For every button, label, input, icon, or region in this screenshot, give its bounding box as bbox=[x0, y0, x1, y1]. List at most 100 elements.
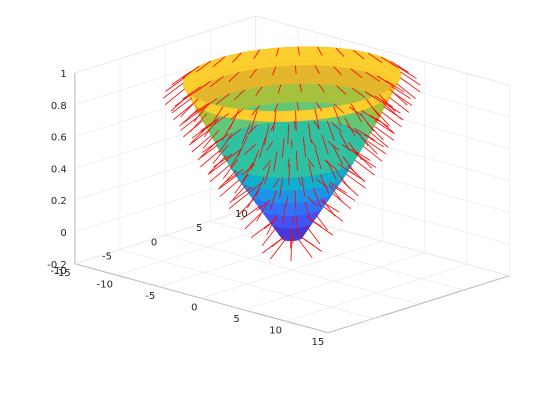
z-tick-label: 0 bbox=[60, 228, 66, 239]
surface-normal bbox=[294, 190, 297, 211]
y-tick-label: -5 bbox=[102, 252, 112, 263]
surface-normal bbox=[255, 86, 263, 96]
surface-normal bbox=[333, 66, 343, 76]
surface-normal bbox=[390, 85, 411, 99]
surface-normal bbox=[219, 179, 240, 197]
surface-normal bbox=[222, 159, 239, 179]
surface-normal bbox=[367, 52, 383, 63]
surface-normal bbox=[285, 196, 289, 206]
surface-normal bbox=[326, 120, 335, 141]
surface-normal bbox=[349, 106, 364, 117]
surface-normal bbox=[350, 68, 363, 79]
surface-normal bbox=[180, 98, 199, 118]
surface-normal bbox=[250, 150, 260, 171]
surface-normal bbox=[295, 150, 298, 171]
surface-normal bbox=[225, 148, 242, 161]
grid-line bbox=[74, 206, 256, 265]
surface-normal bbox=[269, 190, 277, 211]
surface-normal bbox=[244, 144, 256, 155]
surface-normal bbox=[365, 71, 381, 82]
surface-normal bbox=[362, 145, 383, 162]
surface-normal bbox=[298, 239, 313, 259]
surface-normal bbox=[170, 93, 190, 112]
grid-line bbox=[74, 174, 256, 233]
surface-normal bbox=[251, 105, 260, 116]
surface-normal bbox=[234, 173, 249, 194]
surface-normal bbox=[228, 71, 240, 83]
surface-normal bbox=[210, 106, 224, 127]
surface-normal bbox=[320, 200, 340, 213]
surface-normal bbox=[264, 164, 271, 185]
surface-normal bbox=[374, 120, 395, 134]
surface-normal bbox=[307, 158, 315, 168]
surface-normal bbox=[338, 131, 350, 151]
surface-normal bbox=[366, 98, 381, 118]
tick-labels: -0.200.20.40.60.81-10-50510-15-10-505101… bbox=[47, 69, 324, 348]
surface-normal bbox=[352, 49, 365, 60]
surface-normal bbox=[162, 82, 184, 99]
surface-normal bbox=[234, 89, 246, 100]
surface-normal bbox=[279, 177, 283, 198]
surface-normal bbox=[374, 125, 395, 141]
grid-line bbox=[119, 249, 374, 319]
surface-normal bbox=[297, 46, 300, 56]
surface-normal bbox=[307, 197, 318, 207]
surface-normal bbox=[346, 125, 362, 136]
surface-normal bbox=[225, 168, 244, 182]
surface-normal bbox=[307, 123, 312, 144]
surface-normal bbox=[310, 139, 317, 149]
surface-normal bbox=[361, 110, 379, 122]
surface-normal bbox=[212, 144, 229, 164]
surface-normal bbox=[244, 211, 264, 230]
surface-normal bbox=[287, 124, 289, 145]
surface-normal bbox=[304, 201, 312, 222]
surface-normal bbox=[351, 87, 366, 98]
x-tick-label: -10 bbox=[97, 279, 113, 290]
surface-normal bbox=[319, 174, 330, 194]
surface-normal bbox=[190, 125, 210, 144]
surface-normal bbox=[249, 68, 258, 79]
surface-normal bbox=[227, 128, 242, 140]
surface-normal bbox=[246, 188, 260, 209]
surface-normal bbox=[373, 108, 390, 126]
surface-normal bbox=[195, 60, 212, 73]
surface-normal bbox=[290, 228, 292, 249]
surface-normal bbox=[347, 165, 366, 183]
surface-normal bbox=[336, 85, 347, 95]
surface-normal bbox=[315, 102, 323, 112]
surface-normal bbox=[306, 225, 321, 245]
grid-line bbox=[74, 15, 256, 74]
surface-normal bbox=[350, 103, 363, 123]
surface-normal bbox=[357, 129, 376, 141]
surface-normal bbox=[201, 138, 222, 153]
grid-line bbox=[255, 15, 510, 86]
surface-normal bbox=[380, 56, 398, 68]
y-tick-label: 10 bbox=[235, 209, 248, 220]
x-tick-label: -5 bbox=[145, 291, 155, 302]
surface-normal bbox=[218, 170, 237, 189]
surface-normal bbox=[397, 66, 417, 79]
surface-normal bbox=[376, 117, 395, 134]
surface-normal bbox=[261, 226, 277, 247]
surface-normal bbox=[199, 140, 218, 159]
surface-normal bbox=[314, 65, 320, 75]
surface-normal bbox=[263, 217, 278, 230]
surface-normal bbox=[266, 141, 274, 151]
surface-normal bbox=[295, 215, 299, 236]
surface-rim bbox=[182, 46, 402, 122]
surface-normal bbox=[345, 173, 366, 189]
z-tick-label: -0.2 bbox=[47, 260, 67, 271]
surface-normal bbox=[218, 174, 239, 190]
surface-normal bbox=[264, 124, 270, 145]
surface-normal bbox=[342, 156, 357, 175]
surface-normal bbox=[272, 111, 277, 132]
surface-normal bbox=[400, 77, 421, 93]
surface-normal bbox=[200, 150, 220, 168]
surface-normal bbox=[256, 201, 269, 222]
surface-normal bbox=[302, 136, 307, 157]
x-tick-label: 15 bbox=[312, 337, 325, 348]
z-tick-label: 0.4 bbox=[51, 164, 67, 175]
x-tick-label: 10 bbox=[269, 325, 282, 336]
surface-normal bbox=[248, 181, 263, 194]
surface-normal bbox=[326, 160, 337, 180]
